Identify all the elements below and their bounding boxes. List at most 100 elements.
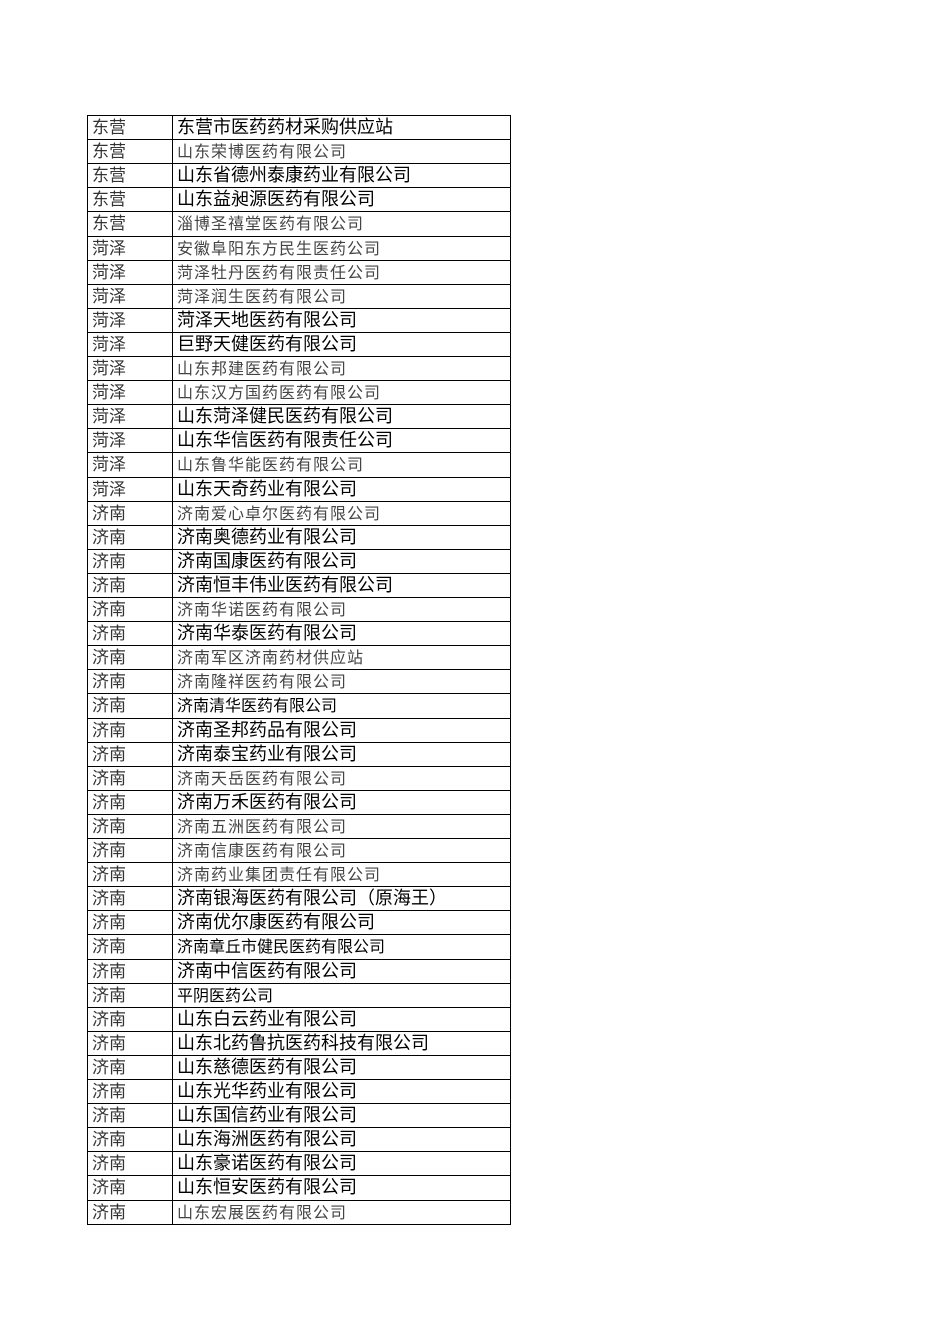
- region-cell: 菏泽: [87, 405, 172, 430]
- table-row: 济南 济南奥德药业有限公司: [87, 524, 511, 550]
- company-name-cell: 济南华诺医药有限公司: [172, 598, 511, 623]
- table-row: 济南 济南章丘市健民医药有限公司: [87, 934, 511, 960]
- region-cell: 东营: [87, 188, 172, 213]
- table-row: 菏泽 菏泽牡丹医药有限责任公司: [87, 259, 511, 285]
- table-row: 济南 济南泰宝药业有限公司: [87, 741, 511, 767]
- company-name-cell: 济南银海医药有限公司（原海王）: [172, 887, 511, 912]
- region-cell: 菏泽: [87, 381, 172, 406]
- table-row: 东营 山东益昶源医药有限公司: [87, 187, 511, 213]
- region-cell: 济南: [87, 622, 172, 647]
- region-cell: 济南: [87, 790, 172, 815]
- company-name-cell: 菏泽润生医药有限公司: [172, 284, 511, 309]
- region-cell: 菏泽: [87, 236, 172, 261]
- region-cell: 菏泽: [87, 357, 172, 382]
- company-name-cell: 济南天岳医药有限公司: [172, 766, 511, 791]
- company-name-cell: 山东海洲医药有限公司: [172, 1128, 511, 1153]
- company-name-cell: 济南奥德药业有限公司: [172, 525, 511, 550]
- company-name-cell: 菏泽天地医药有限公司: [172, 308, 511, 333]
- table-row: 菏泽 山东菏泽健民医药有限公司: [87, 404, 511, 430]
- company-name-cell: 山东邦建医药有限公司: [172, 357, 511, 382]
- company-name-cell: 济南隆祥医药有限公司: [172, 670, 511, 695]
- company-name-cell: 济南泰宝药业有限公司: [172, 742, 511, 767]
- company-name-cell: 济南信康医药有限公司: [172, 839, 511, 864]
- company-name-cell: 淄博圣禧堂医药有限公司: [172, 212, 511, 237]
- table-row: 济南 济南药业集团责任有限公司: [87, 862, 511, 888]
- table-row: 济南 济南军区济南药材供应站: [87, 645, 511, 671]
- table-row: 菏泽 山东鲁华能医药有限公司: [87, 452, 511, 478]
- table-row: 菏泽 安徽阜阳东方民生医药公司: [87, 235, 511, 261]
- region-cell: 济南: [87, 1200, 172, 1225]
- region-cell: 济南: [87, 959, 172, 984]
- company-name-cell: 山东宏展医药有限公司: [172, 1200, 511, 1225]
- region-cell: 济南: [87, 863, 172, 888]
- region-cell: 济南: [87, 983, 172, 1008]
- table-row: 济南 山东恒安医药有限公司: [87, 1175, 511, 1201]
- table-row: 济南 山东宏展医药有限公司: [87, 1199, 511, 1225]
- company-name-cell: 济南军区济南药材供应站: [172, 646, 511, 671]
- company-name-cell: 山东慈德医药有限公司: [172, 1055, 511, 1080]
- table-row: 菏泽 山东天奇药业有限公司: [87, 476, 511, 502]
- table-row: 济南 济南天岳医药有限公司: [87, 765, 511, 791]
- company-name-cell: 山东荣博医药有限公司: [172, 140, 511, 165]
- table-row: 济南 山东北药鲁抗医药科技有限公司: [87, 1030, 511, 1056]
- region-cell: 济南: [87, 1176, 172, 1201]
- company-name-cell: 山东光华药业有限公司: [172, 1080, 511, 1105]
- company-name-cell: 山东恒安医药有限公司: [172, 1176, 511, 1201]
- company-name-cell: 安徽阜阳东方民生医药公司: [172, 236, 511, 261]
- region-cell: 东营: [87, 140, 172, 165]
- region-cell: 菏泽: [87, 429, 172, 454]
- table-row: 菏泽 巨野天健医药有限公司: [87, 331, 511, 357]
- table-row: 菏泽 山东邦建医药有限公司: [87, 356, 511, 382]
- region-cell: 济南: [87, 573, 172, 598]
- company-name-cell: 济南清华医药有限公司: [172, 694, 511, 719]
- table-row: 东营 山东荣博医药有限公司: [87, 139, 511, 165]
- table-bottom-border: [87, 1223, 511, 1225]
- table-row: 济南 平阴医药公司: [87, 982, 511, 1008]
- company-name-cell: 山东汉方国药医药有限公司: [172, 381, 511, 406]
- region-cell: 济南: [87, 1007, 172, 1032]
- region-cell: 菏泽: [87, 477, 172, 502]
- table-row: 济南 济南信康医药有限公司: [87, 838, 511, 864]
- region-cell: 济南: [87, 718, 172, 743]
- table-row: 济南 济南万禾医药有限公司: [87, 789, 511, 815]
- company-name-cell: 济南万禾医药有限公司: [172, 790, 511, 815]
- table-row: 济南 济南恒丰伟业医药有限公司: [87, 572, 511, 598]
- region-cell: 菏泽: [87, 453, 172, 478]
- table-row: 济南 山东光华药业有限公司: [87, 1079, 511, 1105]
- region-cell: 东营: [87, 116, 172, 141]
- region-cell: 济南: [87, 935, 172, 960]
- region-cell: 济南: [87, 549, 172, 574]
- table-row: 济南 济南爱心卓尔医药有限公司: [87, 500, 511, 526]
- table-row: 东营 东营市医药药材采购供应站: [87, 115, 511, 141]
- table-row: 济南 山东白云药业有限公司: [87, 1006, 511, 1032]
- company-name-cell: 济南华泰医药有限公司: [172, 622, 511, 647]
- table-row: 菏泽 山东华信医药有限责任公司: [87, 428, 511, 454]
- table-row: 济南 山东慈德医药有限公司: [87, 1054, 511, 1080]
- table-row: 济南 济南清华医药有限公司: [87, 693, 511, 719]
- company-name-cell: 平阴医药公司: [172, 983, 511, 1008]
- region-cell: 济南: [87, 598, 172, 623]
- table-row: 济南 济南华诺医药有限公司: [87, 597, 511, 623]
- region-cell: 济南: [87, 1152, 172, 1177]
- region-cell: 菏泽: [87, 260, 172, 285]
- region-cell: 济南: [87, 766, 172, 791]
- table-row: 济南 济南中信医药有限公司: [87, 958, 511, 984]
- company-name-cell: 山东天奇药业有限公司: [172, 477, 511, 502]
- company-name-cell: 巨野天健医药有限公司: [172, 332, 511, 357]
- table-row: 东营 山东省德州泰康药业有限公司: [87, 163, 511, 189]
- region-cell: 济南: [87, 670, 172, 695]
- region-cell: 菏泽: [87, 332, 172, 357]
- table-row: 济南 济南五洲医药有限公司: [87, 813, 511, 839]
- table-row: 济南 济南圣邦药品有限公司: [87, 717, 511, 743]
- table-row: 菏泽 山东汉方国药医药有限公司: [87, 380, 511, 406]
- company-name-cell: 山东豪诺医药有限公司: [172, 1152, 511, 1177]
- region-cell: 济南: [87, 1031, 172, 1056]
- region-cell: 菏泽: [87, 308, 172, 333]
- table-row: 济南 济南华泰医药有限公司: [87, 621, 511, 647]
- table-row: 济南 济南银海医药有限公司（原海王）: [87, 886, 511, 912]
- region-cell: 菏泽: [87, 284, 172, 309]
- company-name-cell: 山东白云药业有限公司: [172, 1007, 511, 1032]
- region-cell: 济南: [87, 525, 172, 550]
- table-row: 济南 山东豪诺医药有限公司: [87, 1151, 511, 1177]
- table-row: 菏泽 菏泽天地医药有限公司: [87, 307, 511, 333]
